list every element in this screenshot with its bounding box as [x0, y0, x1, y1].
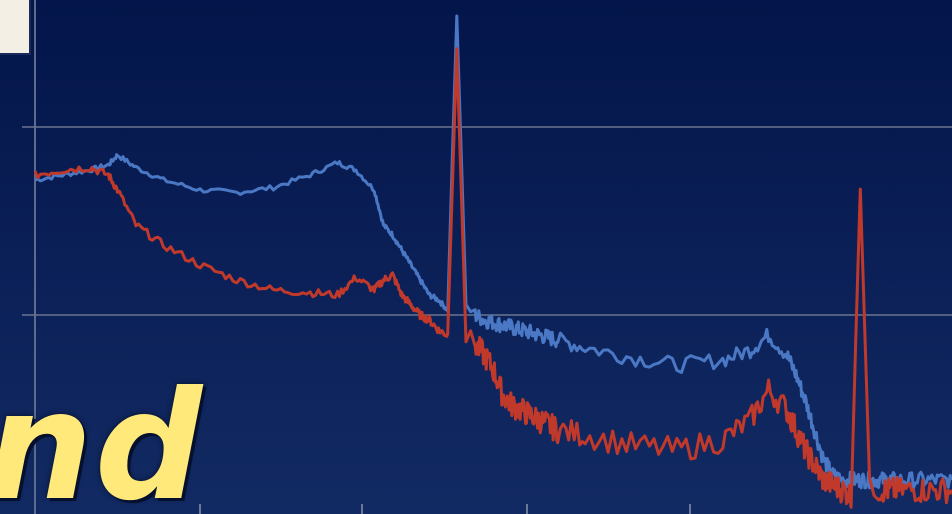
legend-swatch: [0, 0, 31, 55]
gridlines: [22, 0, 952, 514]
series-layer: [33, 14, 952, 509]
series-line-2: [33, 47, 952, 509]
overlay-text: nd: [0, 360, 205, 514]
